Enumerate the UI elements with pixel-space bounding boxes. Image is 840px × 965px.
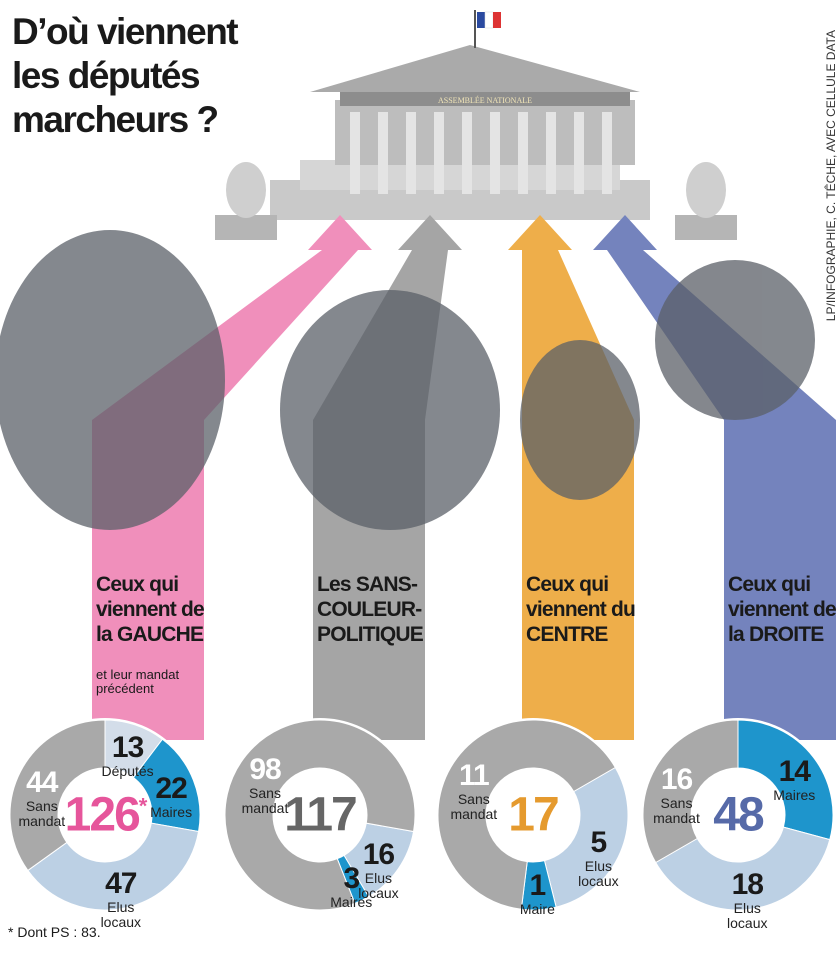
group-subtitle: et leur mandat précédent	[96, 667, 180, 696]
donut-slice	[655, 826, 831, 911]
slice-value: 44	[26, 765, 58, 799]
slice-value: 47	[105, 867, 137, 901]
banner	[593, 215, 836, 740]
donut-slice	[737, 719, 834, 841]
total-value: 117	[284, 788, 357, 842]
donut-slice	[27, 822, 200, 911]
donut-slice	[543, 766, 629, 908]
group-title: Ceux qui viennent de la DROITE	[728, 573, 837, 646]
slice-value: 16	[362, 838, 395, 872]
total-value: 48	[713, 788, 764, 842]
slice-value: 5	[590, 825, 608, 859]
donut-slice	[9, 719, 106, 872]
slice-label: Députés	[101, 762, 154, 779]
slice-label: Elus locaux	[578, 857, 619, 889]
donut	[8, 718, 202, 912]
total-value: 126	[64, 788, 141, 842]
slice-label: Sans mandat	[450, 790, 498, 822]
slice-label: Elus locaux	[727, 900, 768, 932]
slice-label: Elus locaux	[100, 899, 142, 931]
donut	[641, 718, 835, 912]
total: 117	[284, 788, 357, 843]
slice-value: 98	[249, 753, 281, 787]
donut-slice	[224, 719, 416, 911]
slice-label: Maire	[519, 900, 555, 917]
slice-label: Sans mandat	[241, 785, 289, 817]
donut-slice	[642, 719, 739, 864]
slice-value: 16	[660, 762, 693, 796]
slice-label: Elus locaux	[358, 870, 399, 902]
slice-value: 13	[111, 730, 144, 764]
slice-value: 18	[731, 868, 764, 902]
slice-value: 14	[778, 754, 811, 788]
slice-label: Maires	[773, 786, 816, 803]
donut-slice	[437, 719, 616, 910]
total: 126*	[64, 788, 148, 843]
slice-value: 1	[529, 868, 547, 902]
building-label: ASSEMBLÉE NATIONALE	[438, 95, 532, 105]
slice-value: 22	[155, 772, 187, 806]
total-value: 17	[508, 788, 559, 842]
slice-label: Maires	[150, 804, 193, 821]
donut	[436, 718, 630, 912]
total-note: *	[138, 793, 147, 819]
total: 48	[713, 788, 764, 843]
slice-label: Sans mandat	[18, 797, 66, 829]
slice-label: Maires	[330, 893, 373, 910]
slice-value: 11	[458, 758, 490, 792]
slice-label: Sans mandat	[653, 794, 700, 826]
title: D’où viennent les députés marcheurs ?	[12, 11, 239, 140]
group-title: Ceux qui viennent de la GAUCHE	[96, 573, 205, 646]
donut	[223, 718, 417, 912]
total: 17	[508, 788, 559, 843]
footnote: * Dont PS : 83.	[8, 924, 101, 940]
banner	[92, 215, 372, 740]
group-title: Ceux qui viennent du CENTRE	[526, 573, 636, 646]
credit: LP/INFOGRAPHIE, C. TÊCHE, AVEC CELLULE D…	[824, 30, 838, 322]
slice-value: 3	[343, 861, 360, 895]
building: ASSEMBLÉE NATIONALE	[215, 10, 737, 240]
group-title: Les SANS-COULEUR-POLITIQUE	[317, 573, 424, 646]
crowd	[0, 230, 815, 530]
